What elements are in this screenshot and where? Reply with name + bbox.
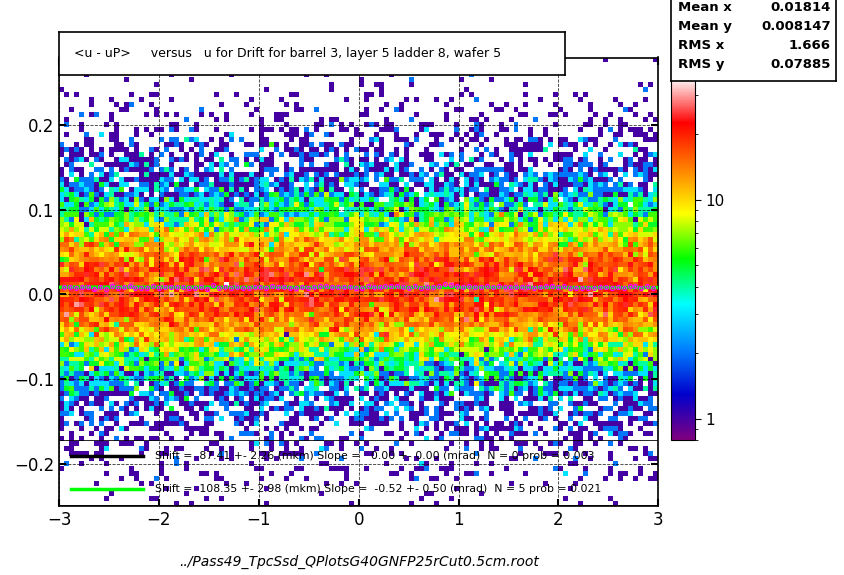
Text: Shift =  108.35 +- 2.98 (mkm) Slope =  -0.52 +- 0.50 (mrad)  N = 5 prob = 0.021: Shift = 108.35 +- 2.98 (mkm) Slope = -0.…: [155, 485, 601, 494]
Text: 1.666: 1.666: [788, 39, 830, 52]
Text: 0.01814: 0.01814: [771, 1, 830, 14]
Text: 0.07885: 0.07885: [771, 58, 830, 71]
Text: 0.008147: 0.008147: [761, 20, 830, 33]
Text: RMS y: RMS y: [678, 58, 724, 71]
Text: RMS x: RMS x: [678, 39, 724, 52]
Text: <u - uP>     versus   u for Drift for barrel 3, layer 5 ladder 8, wafer 5: <u - uP> versus u for Drift for barrel 3…: [74, 47, 501, 60]
Text: Mean y: Mean y: [678, 20, 732, 33]
Text: ../Pass49_TpcSsd_QPlotsG40GNFP25rCut0.5cm.root: ../Pass49_TpcSsd_QPlotsG40GNFP25rCut0.5c…: [179, 555, 538, 569]
Text: Mean x: Mean x: [678, 1, 731, 14]
Text: Shift =  87.41 +- 2.26 (mkm) Slope =   0.00 +- 0.00 (mrad)  N = 0 prob = 0.003: Shift = 87.41 +- 2.26 (mkm) Slope = 0.00…: [155, 451, 594, 461]
